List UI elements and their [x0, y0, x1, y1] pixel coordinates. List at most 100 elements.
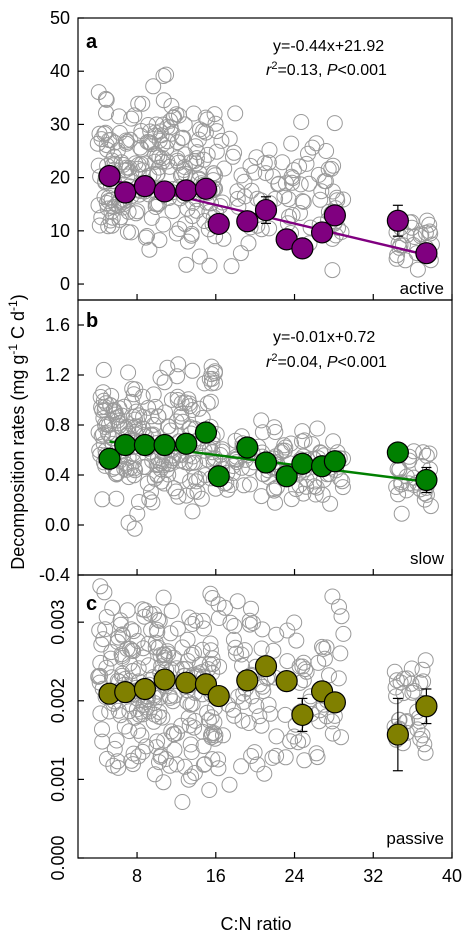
- panel-b-raw-point: [94, 491, 111, 508]
- panel-c-letter: c: [86, 593, 97, 615]
- panel-c-raw-point: [112, 616, 129, 633]
- panel-a-raw-point: [201, 257, 218, 274]
- panel-b-raw-point: [267, 424, 284, 440]
- panel-b-mean-point: [236, 436, 259, 459]
- panel-c-raw-point: [203, 727, 219, 744]
- panel-a-raw-point: [139, 228, 155, 244]
- panel-b-raw-point: [173, 408, 190, 425]
- panel-a-raw-point: [283, 168, 300, 185]
- x-tick-label: 32: [363, 866, 383, 886]
- panel-a-raw-point: [276, 188, 293, 205]
- panel-a-raw-point: [151, 132, 168, 149]
- panel-a-raw-point: [197, 109, 214, 126]
- panel-c-raw-point: [333, 729, 349, 746]
- panel-c-raw-point: [91, 622, 108, 639]
- panel-a-raw-point: [224, 148, 241, 165]
- panel-c-mean-point: [133, 677, 157, 701]
- panel-b-raw-point: [242, 476, 258, 493]
- panel-c-frame: [77, 574, 453, 859]
- panel-a-mean-point: [291, 237, 314, 260]
- panel-a-raw-point: [97, 124, 114, 141]
- x-tick-label: 16: [206, 866, 226, 886]
- panel-b-raw-points: [90, 356, 439, 537]
- panel-b-raw-point: [418, 447, 435, 464]
- panel-c-raw-point: [417, 744, 434, 761]
- panel-c-raw-point: [268, 747, 285, 764]
- panel-b-raw-point: [253, 412, 270, 429]
- panel-b-raw-point: [95, 361, 112, 378]
- panel-b-raw-point: [273, 444, 290, 461]
- panel-a-mean-point: [133, 175, 157, 198]
- panel-a-raw-point: [161, 158, 178, 175]
- panel-c-raw-point: [186, 765, 203, 781]
- panel-c-raw-point: [414, 661, 431, 678]
- panel-c-raw-point: [331, 598, 347, 615]
- x-tick-label: 24: [285, 866, 305, 886]
- panel-a-raw-point: [137, 229, 154, 246]
- panel-a-raw-point: [134, 95, 151, 112]
- panel-a-raw-point: [128, 205, 144, 222]
- panel-b-raw-point: [169, 392, 186, 408]
- panel-a-y-tick-label: 20: [50, 168, 70, 188]
- panel-c-raw-point: [195, 738, 212, 755]
- panel-c-raw-point: [134, 743, 151, 760]
- panel-c-raw-point: [406, 682, 423, 699]
- panel-a-raw-point: [177, 146, 194, 163]
- panel-b-raw-point: [173, 405, 190, 422]
- panel-c-raw-point: [112, 612, 129, 629]
- panel-c-raw-point: [92, 654, 109, 671]
- panel-a-raw-point: [281, 208, 297, 225]
- panel-b-raw-point: [168, 413, 185, 430]
- panel-a-raw-point: [154, 150, 171, 167]
- panel-a-raw-point: [141, 241, 158, 258]
- panel-b-raw-point: [203, 366, 220, 383]
- panel-c-raw-point: [286, 728, 303, 745]
- panel-b-raw-point: [191, 400, 208, 417]
- panel-c-raw-point: [92, 578, 109, 595]
- panel-a-raw-point: [421, 216, 438, 233]
- panel-a-raw-point: [313, 183, 330, 200]
- panel-a-raw-point: [98, 104, 114, 121]
- panel-a-raw-point: [294, 193, 311, 210]
- panel-b-raw-point: [165, 480, 182, 497]
- y-axis-title: Decomposition rates (mg g-1 C d-1): [6, 294, 28, 569]
- panel-a: 0 10 20 30 40 50 a y=-0.44x+21.92 r2=0.13, P<…: [50, 8, 453, 301]
- panel-a-mean-points: [98, 164, 438, 265]
- panel-b-raw-point: [296, 432, 313, 449]
- panel-c-raw-point: [249, 756, 266, 773]
- panel-c-raw-point: [158, 751, 174, 767]
- panel-a-raw-point: [326, 115, 343, 132]
- panel-a-p-value: <0.001: [338, 62, 387, 79]
- panel-c-raw-point: [155, 774, 172, 791]
- panel-b-raw-point: [393, 474, 410, 491]
- panel-a-raw-point: [195, 151, 212, 168]
- panel-c-raw-point: [277, 706, 294, 723]
- panel-c-raw-point: [145, 713, 162, 730]
- panel-c-raw-point: [125, 756, 141, 773]
- panel-b-raw-point: [114, 407, 130, 424]
- panel-b-mean-point: [254, 451, 278, 474]
- panel-c-raw-point: [282, 733, 299, 750]
- panel-b-raw-point: [182, 473, 199, 490]
- panel-b-raw-point: [390, 486, 407, 503]
- panel-b-mean-point: [415, 468, 438, 492]
- panel-c-raw-point: [318, 639, 335, 656]
- panel-c-raw-point: [90, 668, 107, 685]
- panel-a-raw-point: [130, 156, 147, 173]
- panel-b-raw-point: [131, 407, 148, 424]
- panel-a-raw-point: [229, 190, 246, 207]
- panel-c-raw-point: [134, 706, 151, 723]
- panel-c-raw-point: [225, 701, 242, 718]
- panel-b-raw-point: [388, 479, 405, 495]
- panel-a-raw-point: [292, 205, 308, 221]
- panel-c-raw-point: [94, 721, 110, 738]
- panel-b-mean-point: [207, 465, 230, 488]
- panel-c-raw-point: [414, 727, 431, 744]
- panel-c-raw-point: [92, 705, 109, 722]
- panel-a-raw-point: [129, 203, 146, 220]
- panel-b-raw-point: [207, 363, 223, 380]
- panel-c-raw-point: [150, 708, 167, 725]
- panel-b-y-tick-label: -0.4: [39, 565, 70, 585]
- panel-c-raw-point: [233, 758, 250, 775]
- panel-a-raw-point: [171, 221, 188, 237]
